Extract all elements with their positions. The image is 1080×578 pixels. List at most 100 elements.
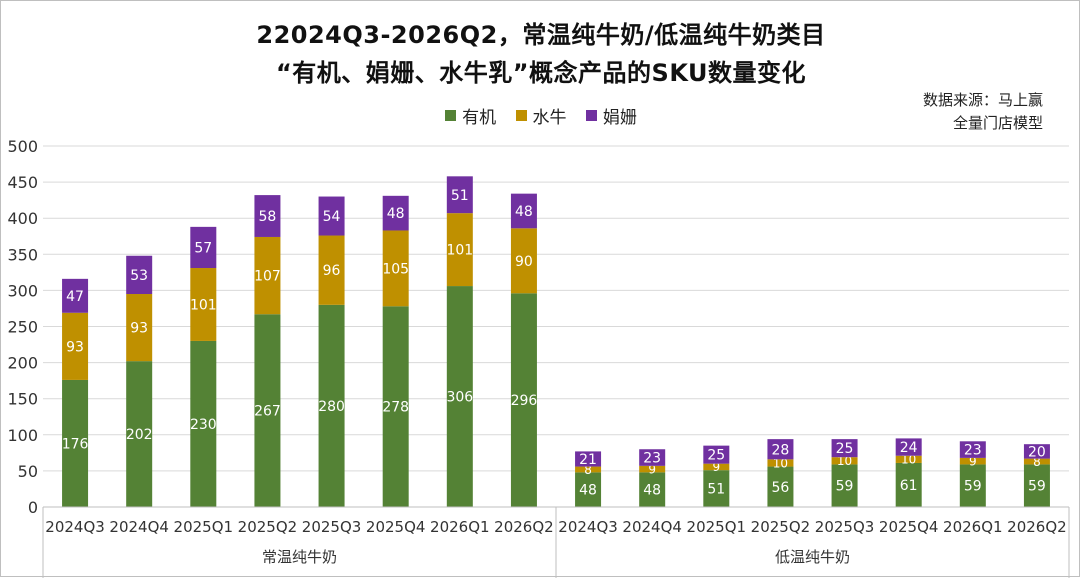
bar-segment xyxy=(126,294,153,362)
data-label: 267 xyxy=(254,404,281,420)
data-label: 306 xyxy=(446,390,473,406)
data-label: 296 xyxy=(511,393,538,409)
data-label: 90 xyxy=(515,254,533,270)
bar-segment xyxy=(895,462,922,507)
bar-segment xyxy=(1023,464,1050,507)
y-tick-label: 400 xyxy=(7,209,38,228)
legend-swatch-organic xyxy=(445,110,457,121)
data-label: 9 xyxy=(969,454,977,468)
legend-item-jersey: 娟姗 xyxy=(585,103,637,128)
data-label: 9 xyxy=(712,460,720,474)
data-label: 21 xyxy=(579,452,597,468)
data-label: 57 xyxy=(194,240,212,256)
bar-segment xyxy=(1023,444,1050,459)
data-label: 107 xyxy=(254,269,281,285)
x-tick-label: 2025Q2 xyxy=(751,518,811,536)
bar-segment xyxy=(639,449,666,466)
data-label: 61 xyxy=(900,478,918,494)
data-label: 47 xyxy=(66,289,84,305)
bar-segment xyxy=(831,457,858,465)
legend-label-buffalo: 水牛 xyxy=(532,108,567,128)
data-label: 105 xyxy=(382,261,409,277)
bar-segment xyxy=(1023,458,1050,465)
bar-segment xyxy=(767,466,794,507)
group-label: 低温纯牛奶 xyxy=(775,548,850,566)
data-label: 56 xyxy=(772,480,790,496)
y-tick-label: 500 xyxy=(7,137,38,156)
legend-label-jersey: 娟姗 xyxy=(602,108,637,128)
bar-segment xyxy=(831,439,858,458)
bar-segment xyxy=(190,226,217,269)
data-label: 101 xyxy=(446,243,473,259)
bar-segment xyxy=(318,304,345,507)
data-label: 278 xyxy=(382,400,409,416)
x-tick-label: 2026Q2 xyxy=(1007,518,1067,536)
bar-segment xyxy=(446,176,473,214)
data-label: 53 xyxy=(130,268,148,284)
x-tick-label: 2025Q4 xyxy=(366,518,426,536)
bar-segment xyxy=(62,379,89,507)
x-tick-label: 2024Q3 xyxy=(45,518,105,536)
bar-segment xyxy=(126,361,153,507)
data-label: 48 xyxy=(643,483,661,499)
legend-swatch-jersey xyxy=(585,110,597,121)
data-label: 10 xyxy=(901,453,916,467)
bar-segment xyxy=(318,235,345,305)
x-tick-label: 2025Q1 xyxy=(174,518,234,536)
x-tick-label: 2026Q1 xyxy=(430,518,490,536)
data-label: 8 xyxy=(1033,455,1041,469)
data-label: 202 xyxy=(126,427,153,443)
data-label: 23 xyxy=(643,451,661,467)
bar-segment xyxy=(254,314,281,507)
chart-title-line2: “有机、娟姗、水牛乳”概念产品的SKU数量变化 xyxy=(276,59,806,87)
data-label: 59 xyxy=(836,479,854,495)
x-tick-label: 2025Q4 xyxy=(879,518,939,536)
bar-segment xyxy=(959,441,986,458)
data-label: 58 xyxy=(259,209,277,225)
bar-segment xyxy=(703,463,730,471)
data-label: 48 xyxy=(387,206,405,222)
legend-item-buffalo: 水牛 xyxy=(515,103,567,128)
x-tick-label: 2025Q2 xyxy=(238,518,298,536)
data-label: 25 xyxy=(707,448,725,464)
y-tick-label: 450 xyxy=(7,173,38,192)
x-tick-label: 2024Q3 xyxy=(558,518,618,536)
data-label: 54 xyxy=(323,209,341,225)
legend-label-organic: 有机 xyxy=(462,108,497,128)
bar-segment xyxy=(446,213,473,287)
bar-segment xyxy=(190,268,217,341)
data-label: 230 xyxy=(190,417,217,433)
source-line2: 全量门店模型 xyxy=(952,114,1043,132)
bar-segment xyxy=(575,472,602,507)
group-label: 常温纯牛奶 xyxy=(262,548,337,566)
legend-swatch-buffalo xyxy=(515,110,527,121)
bar-segment xyxy=(959,457,986,465)
y-tick-label: 100 xyxy=(7,426,38,445)
bar-segment xyxy=(639,472,666,507)
data-label: 24 xyxy=(900,440,918,456)
bar-segment xyxy=(510,228,537,294)
bar-segment xyxy=(959,464,986,507)
data-label: 10 xyxy=(837,454,852,468)
bar-segment xyxy=(62,278,89,313)
x-tick-label: 2024Q4 xyxy=(622,518,682,536)
bar-segment xyxy=(703,470,730,507)
bar-segment xyxy=(382,230,409,307)
bar-segment xyxy=(62,312,89,380)
y-tick-label: 350 xyxy=(7,245,38,264)
data-label: 8 xyxy=(584,463,592,477)
bar-segment xyxy=(510,193,537,229)
chart-title-line1: 22024Q3-2026Q2，常温纯牛奶/低温纯牛奶类目 xyxy=(256,21,826,49)
bar-segment xyxy=(895,455,922,463)
data-label: 51 xyxy=(707,482,725,498)
x-tick-label: 2026Q2 xyxy=(494,518,554,536)
data-label: 280 xyxy=(318,399,345,415)
bar-segment xyxy=(318,196,345,236)
data-label: 28 xyxy=(772,442,790,458)
bar-segment xyxy=(254,195,281,237)
data-label: 59 xyxy=(964,479,982,495)
bar-segment xyxy=(575,466,602,473)
data-label: 48 xyxy=(579,483,597,499)
